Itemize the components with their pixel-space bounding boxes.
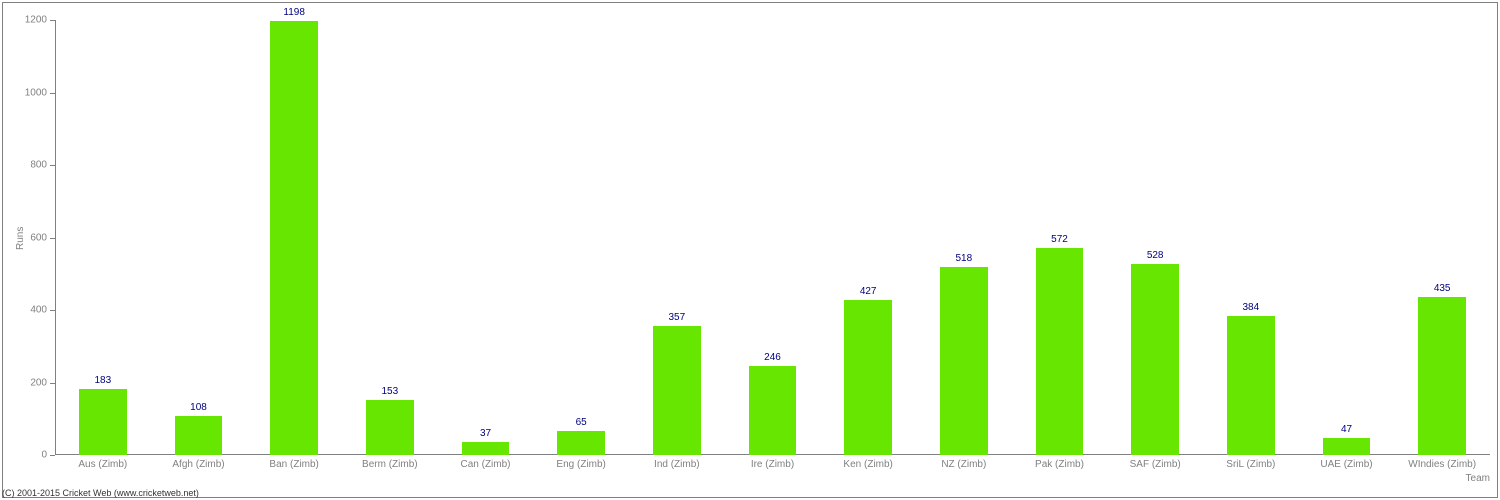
bar-value-label: 384 bbox=[1242, 302, 1259, 313]
y-axis-line bbox=[55, 20, 56, 455]
bar bbox=[653, 326, 701, 455]
bar-value-label: 357 bbox=[668, 312, 685, 323]
x-tick-label: NZ (Zimb) bbox=[941, 459, 986, 470]
x-tick-label: Afgh (Zimb) bbox=[172, 459, 224, 470]
x-tick-label: SriL (Zimb) bbox=[1226, 459, 1275, 470]
y-tick bbox=[50, 383, 55, 384]
y-tick-label: 1000 bbox=[25, 87, 47, 98]
bar bbox=[844, 300, 892, 455]
y-tick bbox=[50, 20, 55, 21]
bar bbox=[462, 442, 510, 455]
bar bbox=[1418, 297, 1466, 455]
bar bbox=[940, 267, 988, 455]
bar-value-label: 518 bbox=[955, 253, 972, 264]
bar-value-label: 572 bbox=[1051, 234, 1068, 245]
x-tick-label: Ken (Zimb) bbox=[843, 459, 892, 470]
y-tick-label: 600 bbox=[30, 232, 47, 243]
bar bbox=[1227, 316, 1275, 455]
y-tick bbox=[50, 165, 55, 166]
bar bbox=[79, 389, 127, 455]
y-tick-label: 800 bbox=[30, 160, 47, 171]
y-tick-label: 1200 bbox=[25, 15, 47, 26]
bar-value-label: 183 bbox=[94, 375, 111, 386]
bar bbox=[557, 431, 605, 455]
bar-value-label: 37 bbox=[480, 428, 491, 439]
y-tick bbox=[50, 93, 55, 94]
x-tick-label: Ire (Zimb) bbox=[751, 459, 794, 470]
x-tick-label: Can (Zimb) bbox=[460, 459, 510, 470]
bar-value-label: 246 bbox=[764, 352, 781, 363]
bar-value-label: 1198 bbox=[283, 7, 305, 18]
copyright-text: (C) 2001-2015 Cricket Web (www.cricketwe… bbox=[2, 488, 199, 498]
bar-value-label: 108 bbox=[190, 402, 207, 413]
x-tick-label: Ban (Zimb) bbox=[269, 459, 318, 470]
x-tick-label: WIndies (Zimb) bbox=[1408, 459, 1476, 470]
y-tick-label: 200 bbox=[30, 377, 47, 388]
y-tick bbox=[50, 455, 55, 456]
y-axis-title: Runs bbox=[15, 226, 26, 249]
bar-value-label: 153 bbox=[381, 386, 398, 397]
x-tick-label: UAE (Zimb) bbox=[1320, 459, 1372, 470]
x-tick-label: Berm (Zimb) bbox=[362, 459, 418, 470]
y-tick-label: 0 bbox=[41, 450, 47, 461]
bar-value-label: 435 bbox=[1434, 283, 1451, 294]
y-tick bbox=[50, 310, 55, 311]
x-axis-title: Team bbox=[1466, 473, 1490, 484]
x-tick-label: SAF (Zimb) bbox=[1130, 459, 1181, 470]
bar bbox=[749, 366, 797, 455]
bar-value-label: 65 bbox=[576, 417, 587, 428]
bar-value-label: 528 bbox=[1147, 250, 1164, 261]
x-tick-label: Pak (Zimb) bbox=[1035, 459, 1084, 470]
y-tick bbox=[50, 238, 55, 239]
bar bbox=[270, 21, 318, 455]
bar-value-label: 427 bbox=[860, 286, 877, 297]
bar bbox=[1323, 438, 1371, 455]
bar-value-label: 47 bbox=[1341, 424, 1352, 435]
bar bbox=[366, 400, 414, 455]
bar bbox=[1131, 264, 1179, 455]
x-tick-label: Ind (Zimb) bbox=[654, 459, 700, 470]
bar bbox=[175, 416, 223, 455]
x-tick-label: Eng (Zimb) bbox=[556, 459, 605, 470]
x-tick-label: Aus (Zimb) bbox=[78, 459, 127, 470]
y-tick-label: 400 bbox=[30, 305, 47, 316]
bar bbox=[1036, 248, 1084, 455]
